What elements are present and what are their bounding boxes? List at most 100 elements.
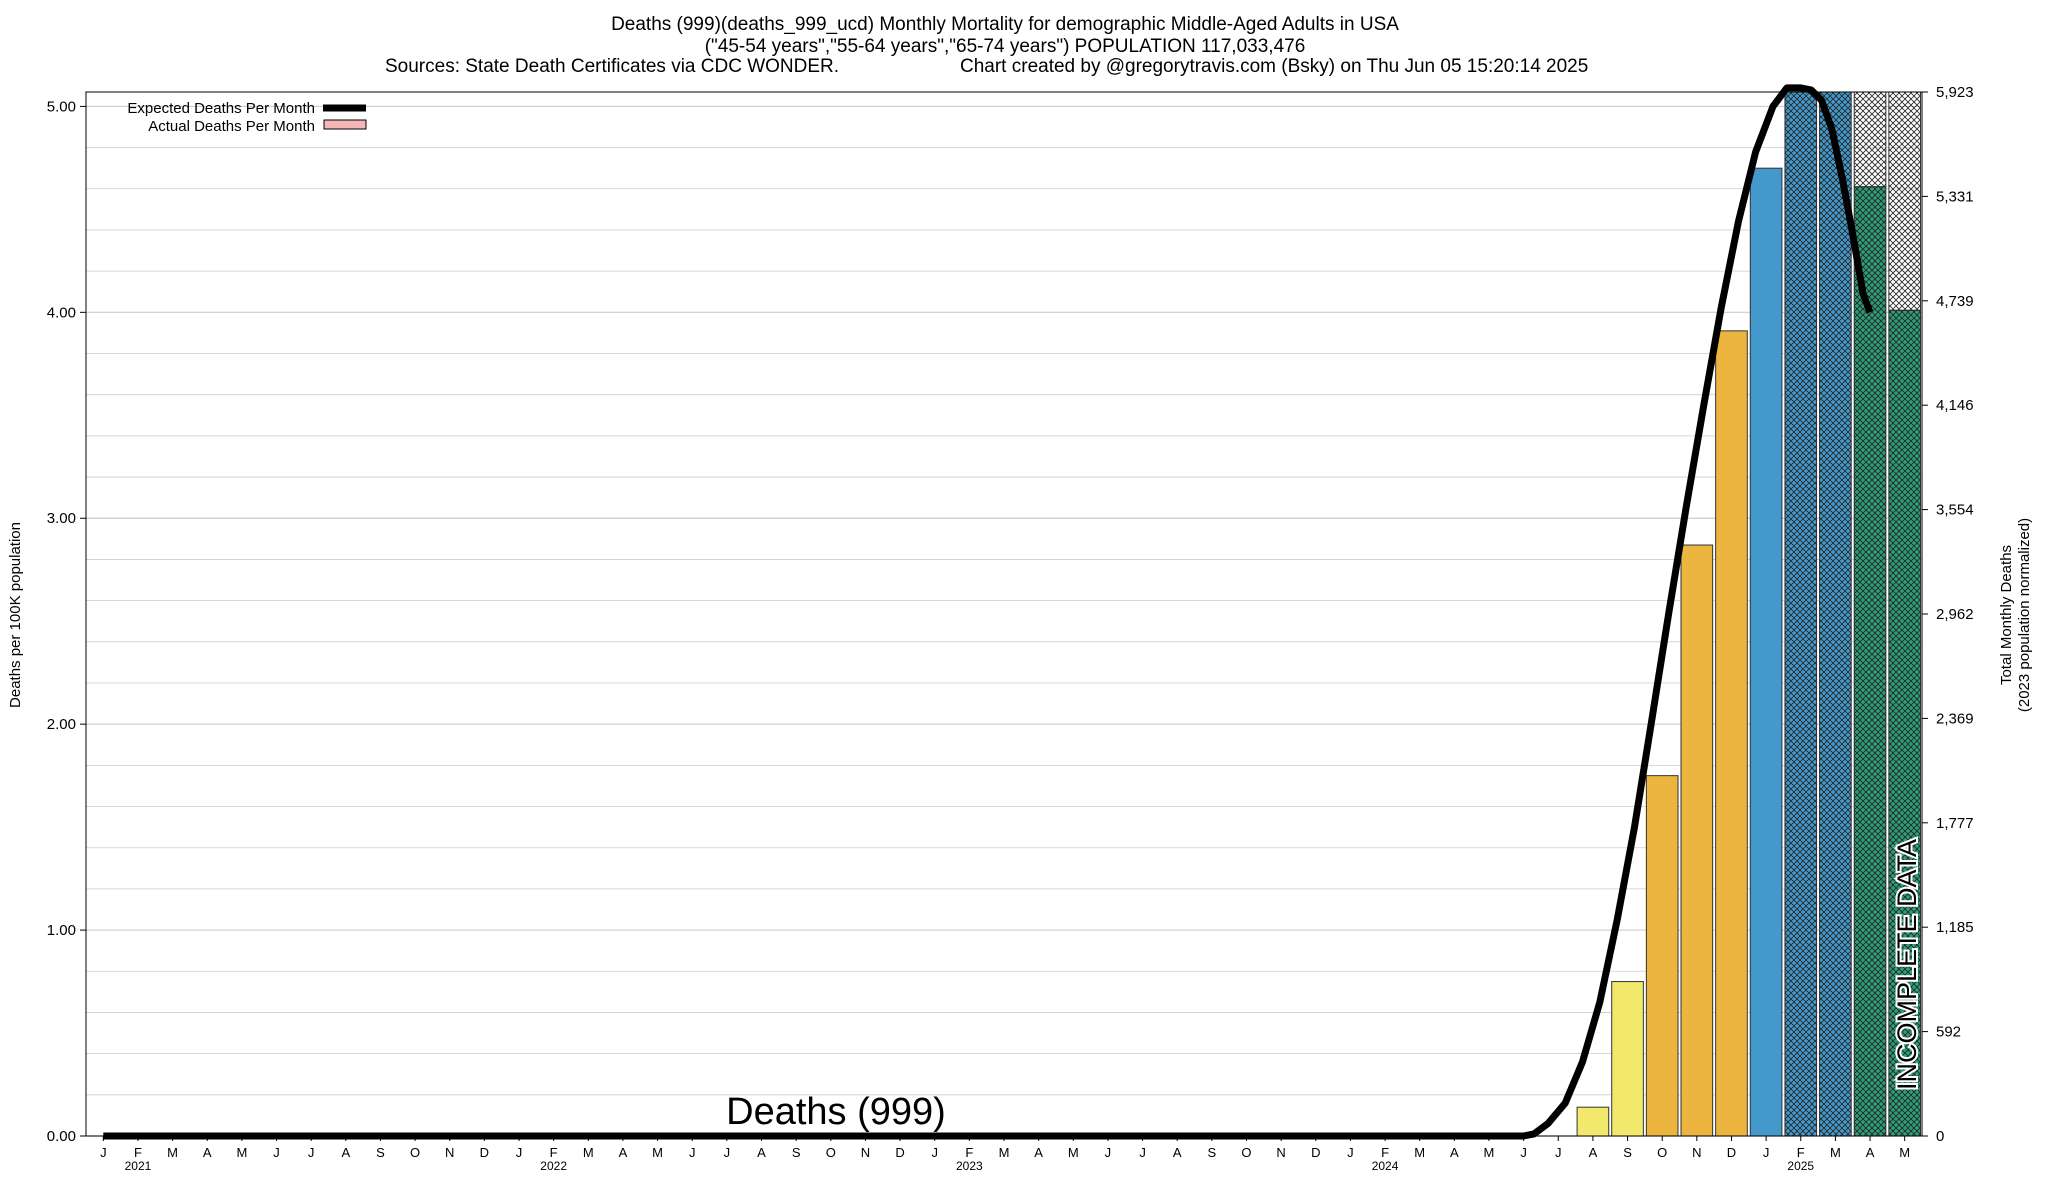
y2-tick-label: 3,554 [1936,502,1974,519]
y2-tick-label: 4,146 [1936,397,1974,414]
grid-lines [86,105,1922,1137]
x-tick-label: O [826,1145,836,1160]
chart-sources: Sources: State Death Certificates via CD… [385,56,839,77]
x-tick-label: J [1139,1145,1146,1160]
x-tick-label: J [516,1145,523,1160]
legend-actual-label: Actual Deaths Per Month [148,118,315,135]
y2-axis-title-line1: Total Monthly Deaths [1998,545,2015,685]
x-tick-label: A [1173,1145,1182,1160]
x-year-label: 2021 [125,1159,152,1173]
x-tick-label: M [1899,1145,1910,1160]
bar [1715,330,1748,1137]
y2-tick-label: 5,331 [1936,188,1974,205]
x-tick-label: D [895,1145,904,1160]
x-tick-label: D [480,1145,489,1160]
x-tick-label: J [273,1145,280,1160]
chart-title: Deaths (999)(deaths_999_ucd) Monthly Mor… [611,14,1399,35]
x-tick-label: S [1623,1145,1632,1160]
x-tick-label: J [931,1145,938,1160]
bar [1680,544,1714,1137]
x-tick-label: S [376,1145,385,1160]
bar [1611,981,1644,1137]
legend-actual-swatch [323,119,367,130]
x-tick-label: F [550,1145,558,1160]
bar-hatch-top [1888,91,1922,311]
bar [1749,167,1783,1137]
x-tick-label: M [652,1145,663,1160]
y2-tick-label: 4,739 [1936,293,1974,310]
bar [1576,1106,1610,1137]
y2-tick-label: 1,185 [1936,919,1974,936]
x-tick-label: J [1555,1145,1562,1160]
x-tick-label: S [792,1145,801,1160]
bar-hatch [1888,310,1921,1136]
y-axis-title: Deaths per 100K population [7,522,24,708]
x-tick-label: A [341,1145,350,1160]
y2-tick-label: 592 [1936,1024,1961,1041]
x-tick-label: A [757,1145,766,1160]
y2-tick-label: 1,777 [1936,815,1974,832]
x-tick-label: A [1589,1145,1598,1160]
y-tick-label: 2.00 [47,716,76,733]
x-tick-label: J [100,1145,107,1160]
x-tick-label: N [1276,1145,1285,1160]
bar-hatch [1819,92,1852,1136]
x-year-label: 2022 [540,1159,567,1173]
chart-credit: Chart created by @gregorytravis.com (Bsk… [960,56,1588,77]
x-tick-label: J [308,1145,315,1160]
bars [1576,91,1922,1137]
y2-tick-label: 2,369 [1936,710,1974,727]
y-axis: 0.00 1.00 2.00 3.00 4.00 5.00 [47,98,86,1145]
x-tick-label: A [1450,1145,1459,1160]
x-tick-label: J [1347,1145,1354,1160]
x-tick-label: A [1866,1145,1875,1160]
x-tick-label: N [1692,1145,1701,1160]
x-year-label: 2025 [1787,1159,1814,1173]
y-tick-label: 3.00 [47,510,76,527]
x-tick-label: J [1763,1145,1770,1160]
x-tick-label: M [999,1145,1010,1160]
x-tick-label: J [689,1145,696,1160]
y-tick-label: 1.00 [47,922,76,939]
x-tick-label: M [1068,1145,1079,1160]
y-tick-label: 4.00 [47,304,76,321]
watermark-text: Deaths (999) [726,1091,946,1133]
y2-axis-title-line2: (2023 population normalized) [2016,518,2033,712]
x-tick-label: M [236,1145,247,1160]
x-tick-label: A [619,1145,628,1160]
x-tick-label: M [1414,1145,1425,1160]
x-year-label: 2024 [1372,1159,1399,1173]
x-tick-label: F [1381,1145,1389,1160]
x-tick-label: A [1034,1145,1043,1160]
x-tick-label: D [1727,1145,1736,1160]
y2-axis: 0 592 1,185 1,777 2,369 2,962 3,554 4,146 4,739 5… [1922,84,1974,1145]
x-tick-label: N [861,1145,870,1160]
x-tick-label: M [1484,1145,1495,1160]
x-tick-label: D [1311,1145,1320,1160]
x-tick-label: J [724,1145,731,1160]
bar-hatch [1784,92,1817,1136]
legend-expected-label: Expected Deaths Per Month [127,100,315,117]
x-year-label: 2023 [956,1159,983,1173]
x-tick-label: J [1105,1145,1112,1160]
x-tick-label: F [965,1145,973,1160]
x-tick-label: M [1830,1145,1841,1160]
x-tick-label: O [1241,1145,1251,1160]
x-tick-label: J [1520,1145,1527,1160]
y2-tick-label: 0 [1936,1128,1944,1145]
incomplete-data-label: INCOMPLETE DATA [1892,839,1922,1090]
x-tick-label: O [1657,1145,1667,1160]
expected-line [103,84,1874,1140]
x-tick-label: F [134,1145,142,1160]
x-tick-label: O [410,1145,420,1160]
legend: Expected Deaths Per Month Actual Deaths … [127,100,367,135]
y2-tick-label: 5,923 [1936,84,1974,101]
x-tick-label: S [1208,1145,1217,1160]
bar-hatch [1854,186,1886,1136]
x-tick-label: F [1797,1145,1805,1160]
x-tick-label: M [583,1145,594,1160]
watermark-background [545,1096,1185,1136]
bar-hatch-top [1853,91,1887,188]
